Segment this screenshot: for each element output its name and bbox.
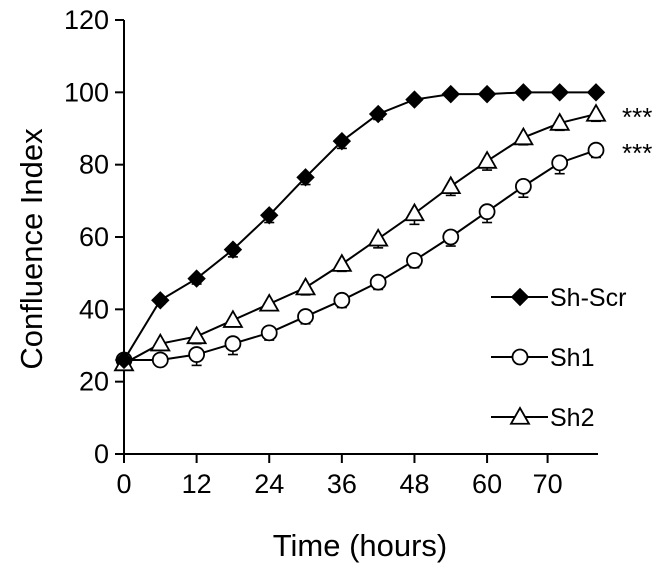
data-point bbox=[514, 83, 533, 102]
annotations: *** *** bbox=[622, 102, 652, 168]
legend-entry-sh2: Sh2 bbox=[491, 404, 594, 432]
x-tick-label: 0 bbox=[116, 469, 131, 499]
y-axis-title: Confluence Index bbox=[14, 128, 49, 370]
data-point bbox=[332, 131, 352, 151]
series-sh-scr bbox=[114, 83, 606, 370]
data-point bbox=[294, 276, 317, 296]
data-point bbox=[258, 293, 280, 312]
y-tick-label: 80 bbox=[79, 150, 109, 180]
x-tick-label: 48 bbox=[399, 469, 429, 499]
series-sh1 bbox=[115, 141, 605, 369]
data-point bbox=[222, 309, 244, 328]
data-point bbox=[442, 228, 460, 246]
data-point bbox=[549, 112, 571, 131]
y-tick-label: 60 bbox=[79, 222, 109, 252]
data-point bbox=[188, 346, 206, 363]
data-point bbox=[551, 154, 569, 172]
x-axis-title: Time (hours) bbox=[273, 528, 448, 563]
legend-entry-sh1: Sh1 bbox=[491, 344, 594, 372]
data-point bbox=[405, 90, 424, 109]
y-tick-label: 20 bbox=[79, 367, 109, 397]
x-tick-label: 36 bbox=[327, 469, 357, 499]
data-point bbox=[186, 325, 208, 345]
data-point bbox=[514, 177, 532, 195]
legend-marker bbox=[511, 348, 529, 366]
data-point bbox=[297, 308, 314, 325]
series-sh2 bbox=[113, 103, 607, 372]
legend-label: Sh-Scr bbox=[550, 284, 626, 312]
data-point bbox=[478, 203, 496, 221]
series-layer bbox=[113, 83, 607, 372]
data-point bbox=[403, 202, 426, 222]
data-point bbox=[512, 126, 534, 146]
data-point bbox=[114, 350, 134, 370]
data-point bbox=[260, 206, 279, 225]
data-point bbox=[149, 332, 171, 352]
data-point bbox=[331, 253, 353, 272]
x-tick-label: 24 bbox=[254, 469, 284, 499]
series-line bbox=[123, 113, 597, 365]
data-point bbox=[477, 84, 497, 104]
significance-annotation: *** bbox=[622, 138, 652, 168]
legend-label: Sh2 bbox=[550, 404, 594, 432]
y-tick-label: 100 bbox=[64, 77, 109, 107]
x-tick-label: 12 bbox=[182, 469, 212, 499]
data-point bbox=[333, 291, 351, 309]
data-point bbox=[441, 84, 460, 104]
data-point bbox=[224, 335, 242, 353]
data-point bbox=[440, 175, 462, 195]
data-point bbox=[260, 324, 278, 342]
data-point bbox=[367, 227, 389, 247]
data-point bbox=[151, 351, 169, 369]
data-point bbox=[550, 83, 569, 102]
data-point bbox=[223, 240, 243, 259]
y-tick-label: 120 bbox=[64, 5, 109, 35]
x-tick-label: 70 bbox=[533, 469, 563, 499]
data-point bbox=[586, 83, 606, 102]
axes: 0 20 40 60 80 100 120 0 12 24 36 48 60 70 bbox=[64, 5, 598, 499]
data-point bbox=[296, 168, 315, 187]
legend-label: Sh1 bbox=[550, 344, 594, 372]
data-point bbox=[368, 104, 388, 124]
data-point bbox=[476, 150, 498, 169]
legend: Sh-Scr Sh1 Sh2 bbox=[491, 284, 626, 432]
data-point bbox=[369, 273, 387, 291]
x-tick-label: 60 bbox=[472, 469, 502, 499]
legend-entry-sh-scr: Sh-Scr bbox=[491, 284, 626, 312]
data-point bbox=[151, 291, 170, 310]
data-point bbox=[187, 269, 206, 288]
legend-marker bbox=[510, 287, 530, 307]
data-point bbox=[587, 141, 605, 159]
y-tick-label: 0 bbox=[94, 439, 109, 469]
y-tick-label: 40 bbox=[79, 294, 109, 324]
legend-marker bbox=[509, 406, 531, 425]
data-point bbox=[406, 252, 423, 269]
data-point bbox=[585, 103, 607, 122]
significance-annotation: *** bbox=[622, 102, 652, 132]
